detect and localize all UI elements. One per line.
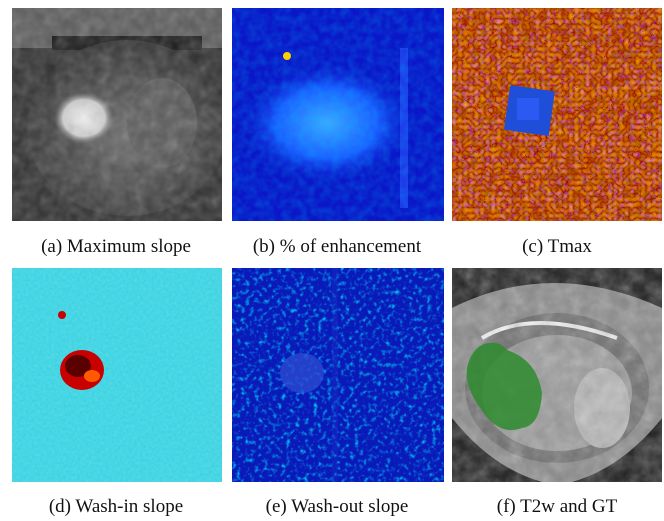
panel-e-wash-out-slope-image bbox=[232, 268, 444, 482]
caption-a: (a) Maximum slope bbox=[41, 236, 191, 257]
caption-d: (d) Wash-in slope bbox=[48, 496, 184, 517]
panel-b-enhancement-image bbox=[232, 8, 444, 221]
caption-c: (c) Tmax bbox=[522, 236, 592, 257]
caption-b: (b) % of enhancement bbox=[252, 236, 422, 257]
panel-a-maximum-slope-image bbox=[12, 8, 222, 221]
caption-e: (e) Wash-out slope bbox=[265, 496, 409, 517]
caption-f: (f) T2w and GT bbox=[496, 496, 618, 517]
panel-d-wash-in-slope-image bbox=[12, 268, 222, 482]
panel-c-tmax-image bbox=[452, 8, 662, 221]
panel-f-t2w-and-gt-image bbox=[452, 268, 662, 482]
